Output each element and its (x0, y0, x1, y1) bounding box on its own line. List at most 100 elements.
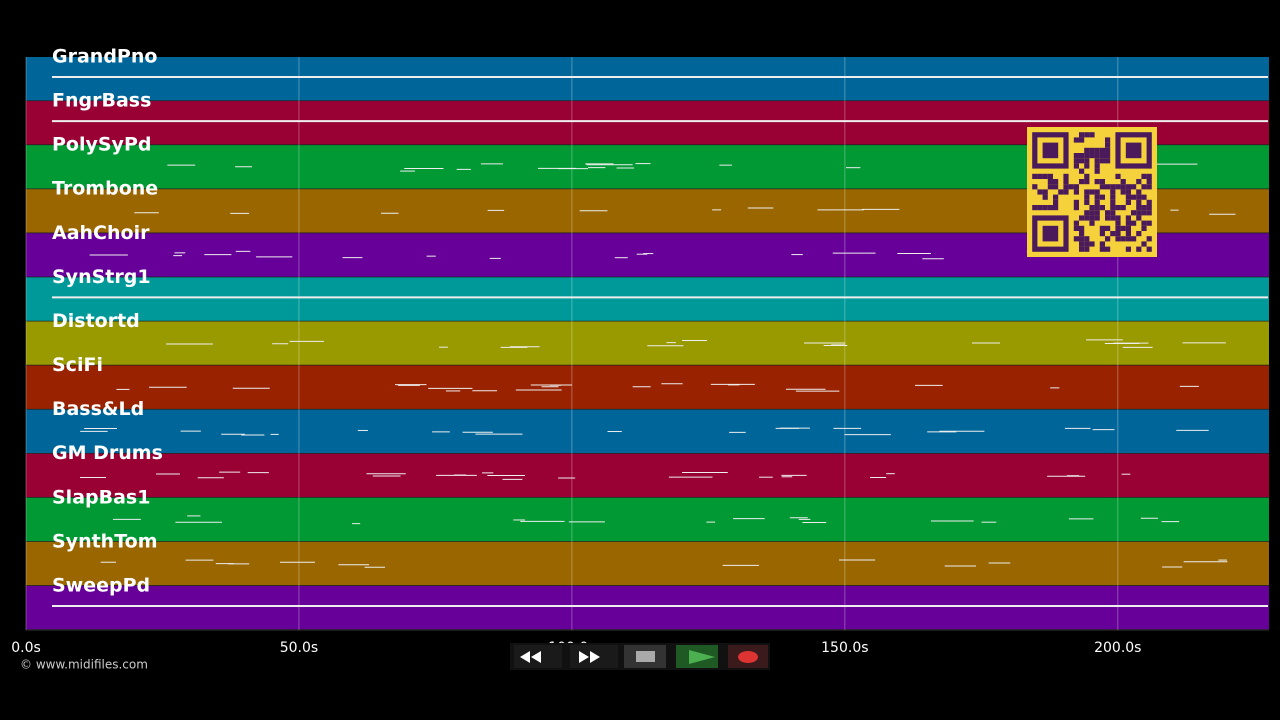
track-row (26, 57, 1269, 102)
qr-module (1079, 236, 1085, 242)
qr-module (1120, 189, 1126, 195)
qr-module (1120, 236, 1126, 242)
qr-module (1105, 236, 1111, 242)
qr-module (1032, 205, 1038, 211)
track-name: Bass&Ld (52, 398, 144, 420)
qr-module (1094, 168, 1100, 174)
qr-module (1136, 199, 1142, 205)
qr-module (1115, 173, 1121, 179)
fast-forward-button[interactable] (570, 645, 618, 668)
qr-module (1136, 210, 1142, 216)
qr-module (1073, 153, 1079, 159)
qr-module (1084, 215, 1090, 221)
qr-module (1094, 179, 1100, 185)
qr-module (1073, 189, 1079, 195)
qr-module (1079, 158, 1085, 164)
qr-module (1105, 147, 1111, 153)
qr-module (1099, 231, 1105, 237)
qr-module (1115, 184, 1121, 190)
qr-module (1089, 132, 1095, 138)
qr-module (1063, 189, 1069, 195)
qr-module (1141, 205, 1147, 211)
qr-module (1146, 236, 1152, 242)
qr-module (1146, 205, 1152, 211)
track-labels: GrandPno FngrBass PolySyPd Trombone AahChoir… (52, 46, 163, 597)
qr-module (1099, 158, 1105, 164)
qr-module (1089, 205, 1095, 211)
qr-module (1125, 246, 1131, 252)
qr-module (1125, 215, 1131, 221)
track-name: Distortd (52, 310, 140, 332)
qr-module (1042, 189, 1048, 195)
qr-module (1079, 132, 1085, 138)
qr-module (1079, 179, 1085, 185)
track-name: SynStrg1 (52, 266, 151, 288)
qr-module (1110, 189, 1116, 195)
track-name: GM Drums (52, 442, 163, 464)
track-row (26, 277, 1269, 322)
qr-module (1125, 194, 1131, 200)
qr-module (1125, 225, 1131, 231)
record-button[interactable] (728, 645, 768, 668)
track-row (26, 497, 1269, 542)
qr-module (1099, 147, 1105, 153)
qr-module (1073, 137, 1079, 143)
qr-module (1073, 184, 1079, 190)
qr-module (1084, 199, 1090, 205)
track-row (26, 541, 1269, 586)
qr-module (1073, 225, 1079, 231)
qr-module (1084, 194, 1090, 200)
qr-module (1141, 173, 1147, 179)
stop-icon (636, 651, 655, 662)
qr-module (1058, 189, 1064, 195)
qr-module (1094, 205, 1100, 211)
qr-module (1099, 205, 1105, 211)
qr-module (1089, 241, 1095, 247)
qr-module (1037, 189, 1043, 195)
play-button[interactable] (676, 645, 718, 668)
qr-module (1079, 168, 1085, 174)
stop-button[interactable] (624, 645, 666, 668)
qr-module (1125, 189, 1131, 195)
qr-module (1047, 184, 1053, 190)
qr-module (1105, 137, 1111, 143)
qr-module (1115, 225, 1121, 231)
qr-module (1120, 179, 1126, 185)
qr-finder (1042, 142, 1059, 159)
qr-module (1089, 153, 1095, 159)
tick-label: 150.0s (821, 640, 868, 656)
qr-module (1125, 199, 1131, 205)
qr-module (1110, 205, 1116, 211)
qr-module (1079, 225, 1085, 231)
qr-module (1032, 184, 1038, 190)
qr-module (1084, 132, 1090, 138)
qr-module (1125, 220, 1131, 226)
tick-label: 200.0s (1094, 640, 1141, 656)
qr-module (1146, 179, 1152, 185)
track-name: SciFi (52, 354, 103, 376)
qr-module (1047, 173, 1053, 179)
track-row (26, 453, 1269, 498)
track-row (26, 585, 1269, 630)
qr-module (1105, 210, 1111, 216)
qr-module (1120, 205, 1126, 211)
qr-module (1136, 231, 1142, 237)
qr-module (1084, 153, 1090, 159)
qr-module (1084, 179, 1090, 185)
qr-module (1079, 246, 1085, 252)
qr-module (1136, 205, 1142, 211)
qr-module (1105, 153, 1111, 159)
track-row (26, 409, 1269, 454)
qr-module (1099, 241, 1105, 247)
qr-module (1131, 184, 1137, 190)
qr-module (1079, 153, 1085, 159)
qr-module (1084, 163, 1090, 169)
qr-module (1053, 179, 1059, 185)
qr-module (1053, 194, 1059, 200)
qr-module (1110, 199, 1116, 205)
rewind-button[interactable] (514, 645, 562, 668)
track-name: FngrBass (52, 90, 151, 112)
qr-module (1047, 179, 1053, 185)
